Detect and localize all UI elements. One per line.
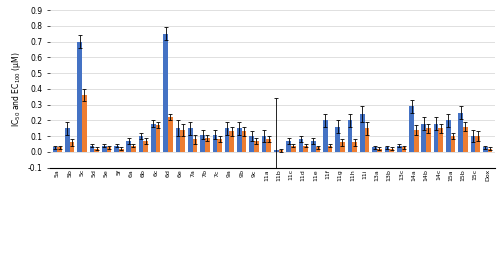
- Bar: [303, 146, 308, 152]
- Bar: [360, 114, 364, 152]
- Bar: [114, 146, 119, 152]
- Bar: [340, 142, 345, 152]
- Bar: [262, 136, 266, 152]
- Bar: [384, 147, 390, 152]
- Bar: [311, 141, 316, 152]
- Bar: [488, 149, 492, 152]
- Bar: [230, 131, 234, 152]
- Bar: [336, 127, 340, 152]
- Bar: [217, 139, 222, 152]
- Bar: [78, 42, 82, 152]
- Bar: [463, 127, 468, 152]
- Bar: [323, 120, 328, 152]
- Bar: [364, 128, 370, 152]
- Bar: [156, 125, 160, 152]
- Bar: [254, 141, 258, 152]
- Bar: [94, 149, 99, 152]
- Bar: [409, 106, 414, 152]
- Bar: [402, 147, 406, 152]
- Bar: [200, 135, 205, 152]
- Bar: [422, 123, 426, 152]
- Bar: [65, 128, 70, 152]
- Bar: [450, 136, 456, 152]
- Bar: [377, 149, 382, 152]
- Bar: [139, 136, 143, 152]
- Bar: [438, 128, 443, 152]
- Bar: [266, 139, 271, 152]
- Bar: [225, 128, 230, 152]
- Bar: [298, 139, 303, 152]
- Bar: [476, 136, 480, 152]
- Bar: [348, 120, 352, 152]
- Bar: [426, 128, 431, 152]
- Bar: [164, 34, 168, 152]
- Bar: [414, 130, 418, 152]
- Bar: [446, 120, 450, 152]
- Bar: [328, 146, 332, 152]
- Bar: [205, 138, 210, 152]
- Bar: [126, 141, 131, 152]
- Bar: [390, 149, 394, 152]
- Bar: [458, 113, 463, 152]
- Bar: [176, 128, 180, 152]
- Bar: [102, 146, 106, 152]
- Bar: [168, 117, 172, 152]
- Bar: [106, 147, 111, 152]
- Bar: [372, 147, 377, 152]
- Bar: [316, 147, 320, 152]
- Bar: [151, 123, 156, 152]
- Bar: [58, 147, 62, 152]
- Bar: [242, 131, 246, 152]
- Bar: [188, 128, 192, 152]
- Bar: [278, 150, 283, 152]
- Bar: [131, 146, 136, 152]
- Bar: [397, 146, 402, 152]
- Bar: [119, 149, 124, 152]
- Bar: [274, 150, 278, 152]
- Bar: [212, 135, 217, 152]
- Bar: [237, 128, 242, 152]
- Bar: [180, 130, 185, 152]
- Bar: [434, 123, 438, 152]
- Bar: [286, 141, 291, 152]
- Bar: [483, 147, 488, 152]
- Bar: [90, 146, 94, 152]
- Bar: [470, 136, 476, 152]
- Y-axis label: IC$_{50}$ and EC$_{100}$ (μM): IC$_{50}$ and EC$_{100}$ (μM): [10, 51, 24, 127]
- Bar: [291, 146, 296, 152]
- Bar: [82, 95, 86, 152]
- Bar: [352, 142, 357, 152]
- Bar: [192, 139, 198, 152]
- Bar: [52, 147, 58, 152]
- Bar: [70, 142, 74, 152]
- Bar: [144, 141, 148, 152]
- Bar: [250, 136, 254, 152]
